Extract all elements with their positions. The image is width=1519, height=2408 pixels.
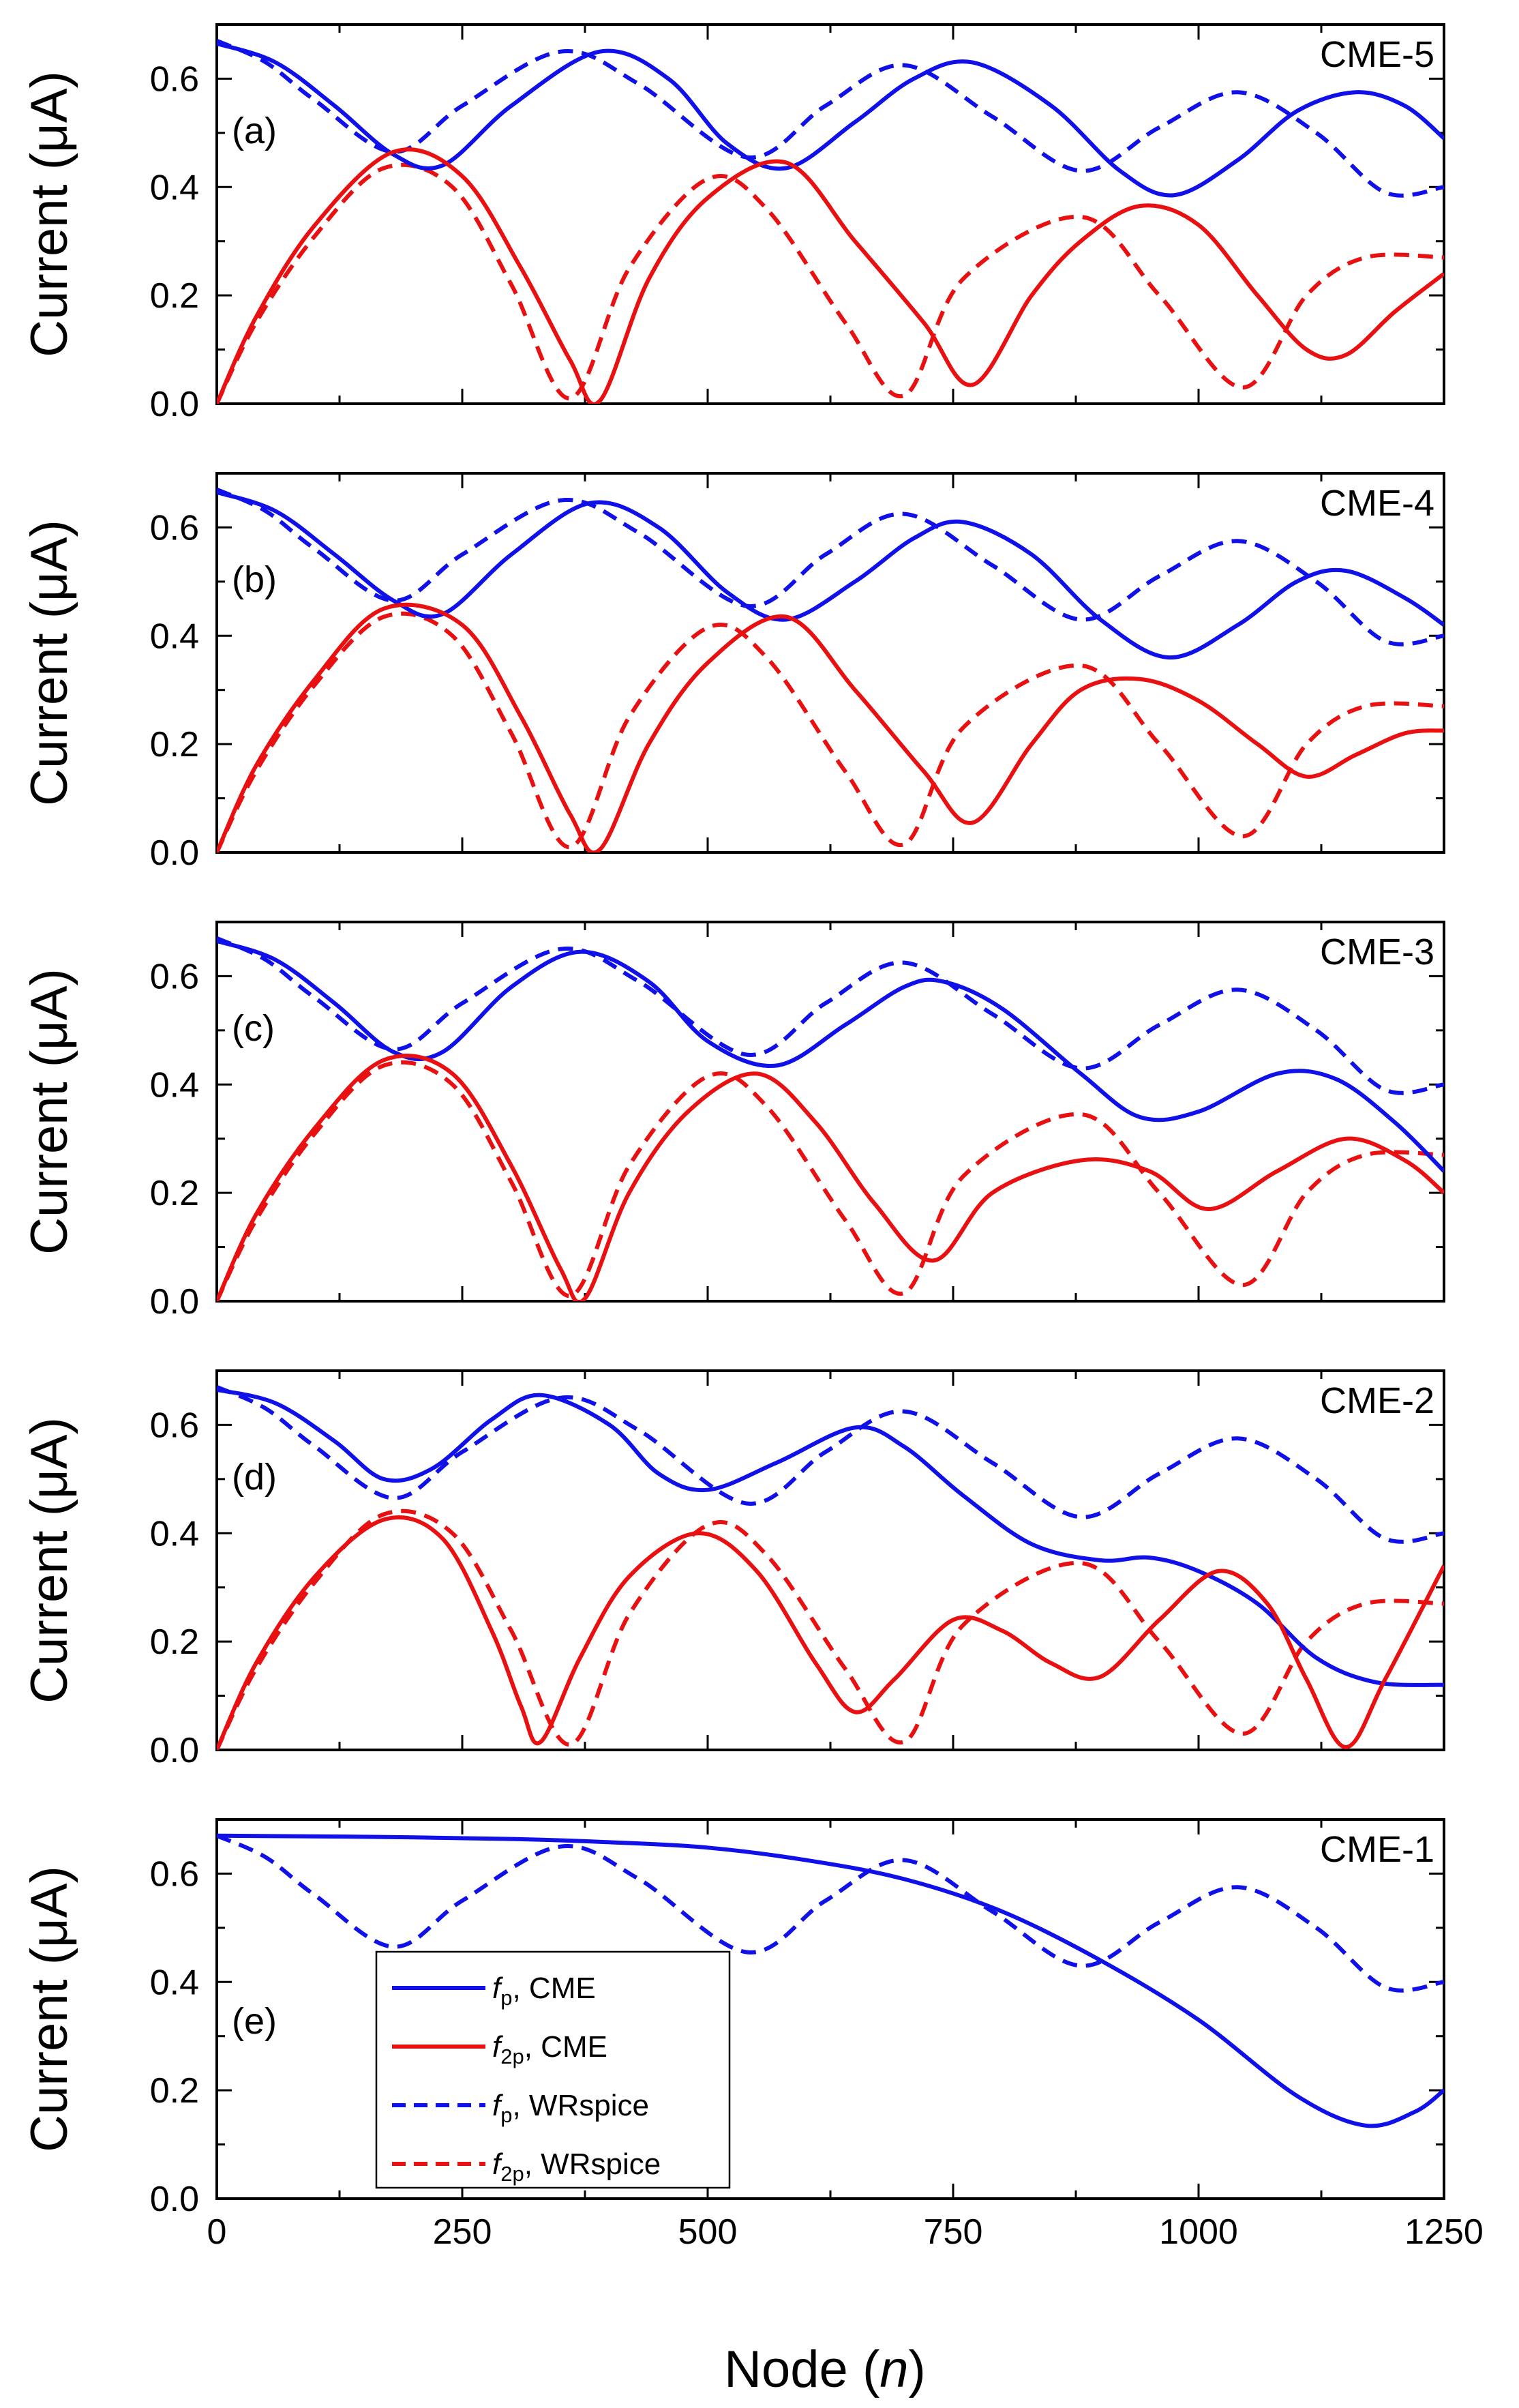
panel-label: CME-5: [1320, 34, 1434, 75]
panel-5: 0.0 0.2 0.4 0.6 0 250 500 750 1000 1250 CME-1 (e): [150, 1818, 1484, 2252]
y-tick-label: 0.0: [150, 2180, 199, 2219]
f2p-cme-line: [217, 1054, 1444, 1301]
plot-frame: [215, 921, 1445, 1303]
y-tick-label: 0.6: [150, 59, 199, 99]
y-tick-label: 0.6: [150, 957, 199, 996]
y-tick-label: 0.6: [150, 1854, 199, 1894]
y-tick-label: 0.4: [150, 168, 199, 207]
y-axis-label: Current (μA): [20, 1866, 78, 2152]
x-tick-label: 0: [207, 2212, 227, 2252]
y-axis-label: Current (μA): [20, 1417, 78, 1704]
fp-wrspice-line: [217, 39, 1444, 198]
x-tick-label: 500: [678, 2212, 738, 2252]
legend-subscript: 2p: [500, 2045, 524, 2068]
x-tick-label: 1000: [1159, 2212, 1238, 2252]
y-tick-label: 0.4: [150, 1514, 199, 1554]
panel-2: 0.0 0.2 0.4 0.6 CME-4 (b): [150, 472, 1445, 873]
legend-name: , WRspice: [512, 2089, 648, 2122]
fp-cme-line: [217, 1833, 1444, 2128]
legend-name: , WRspice: [524, 2147, 661, 2181]
y-tick-label: 0.2: [150, 1174, 199, 1213]
y-tick-label: 0.0: [150, 833, 199, 873]
legend-subscript: p: [500, 2103, 512, 2127]
panel-label: CME-1: [1320, 1829, 1434, 1870]
fp-wrspice-line: [217, 936, 1444, 1095]
curves: [217, 488, 1444, 852]
f2p-wrspice-line: [217, 1508, 1444, 1750]
panel-tag: (d): [232, 1457, 277, 1498]
y-tick-label: 0.0: [150, 1282, 199, 1322]
y-axis-label: Current (μA): [20, 520, 78, 806]
panels: 0.0 0.2 0.4 0.6 CME-5 (a) 0.0 0.2 0.4 0.6 CME-4 (b)…: [150, 23, 1484, 2252]
y-tick-label: 0.6: [150, 508, 199, 548]
fp-cme-line: [217, 1387, 1444, 1687]
f2p-wrspice-line: [217, 162, 1444, 404]
legend-entry: f2p, WRspice: [492, 2147, 661, 2186]
legend-entry: fp, CME: [492, 1972, 596, 2010]
panel-tag: (a): [232, 110, 277, 151]
y-tick-label: 0.4: [150, 1963, 199, 2002]
panel-tag: (e): [232, 2001, 277, 2042]
panel-tag: (b): [232, 559, 277, 600]
y-tick-label: 0.4: [150, 616, 199, 656]
x-label-text: ): [909, 2340, 926, 2398]
panel-label: CME-2: [1320, 1380, 1434, 1421]
legend-name: , CME: [512, 1972, 595, 2005]
legend-entry: f2p, CME: [492, 2030, 607, 2068]
fp-wrspice-line: [217, 1385, 1444, 1544]
y-tick-label: 0.4: [150, 1065, 199, 1105]
plot-frame: [215, 1369, 1445, 1751]
x-axis-label: Node (n): [724, 2340, 926, 2398]
fp-cme-line: [217, 938, 1444, 1173]
y-tick-label: 0.0: [150, 1731, 199, 1770]
panel-3: 0.0 0.2 0.4 0.6 CME-3 (c): [150, 921, 1445, 1322]
fp-cme-line: [217, 490, 1444, 660]
fp-wrspice-line: [217, 488, 1444, 646]
f2p-cme-line: [217, 602, 1444, 852]
fp-wrspice-line: [217, 1834, 1444, 1993]
fp-cme-line: [217, 41, 1444, 198]
f2p-wrspice-line: [217, 611, 1444, 852]
y-tick-label: 0.2: [150, 725, 199, 764]
f2p-cme-line: [217, 1515, 1444, 1750]
f2p-wrspice-line: [217, 1060, 1444, 1301]
legend-box: [375, 1950, 731, 2189]
y-tick-label: 0.2: [150, 2071, 199, 2111]
panel-4: 0.0 0.2 0.4 0.6 CME-2 (d): [150, 1369, 1445, 1770]
panel-1: 0.0 0.2 0.4 0.6 CME-5 (a): [150, 23, 1445, 424]
y-tick-label: 0.6: [150, 1406, 199, 1445]
panel-label: CME-3: [1320, 932, 1434, 972]
legend-subscript: 2p: [500, 2162, 524, 2186]
y-tick-label: 0.0: [150, 385, 199, 424]
plot-frame: [215, 23, 1445, 405]
legend-name: , CME: [524, 2030, 607, 2064]
legend-subscript: p: [500, 1986, 512, 2010]
x-tick-label: 750: [924, 2212, 983, 2252]
x-label-variable: n: [879, 2340, 908, 2398]
y-tick-label: 0.2: [150, 276, 199, 316]
panel-tag: (c): [232, 1008, 275, 1049]
y-axis-label: Current (μA): [20, 968, 78, 1255]
curves: [217, 1385, 1444, 1750]
curves: [217, 1833, 1444, 2128]
f2p-cme-line: [217, 147, 1444, 404]
legend-entry: fp, WRspice: [492, 2089, 649, 2127]
curves: [217, 936, 1444, 1301]
legend: fp, CME f2p, CME fp, WRspice f2p, WRspice: [375, 1950, 731, 2189]
y-tick-label: 0.2: [150, 1622, 199, 1662]
curves: [217, 39, 1444, 404]
y-axis-label: Current (μA): [20, 71, 78, 357]
x-tick-label: 250: [433, 2212, 492, 2252]
x-label-text: Node (: [724, 2340, 879, 2398]
plot-frame: [215, 472, 1445, 854]
x-tick-label: 1250: [1404, 2212, 1484, 2252]
panel-label: CME-4: [1320, 483, 1434, 524]
